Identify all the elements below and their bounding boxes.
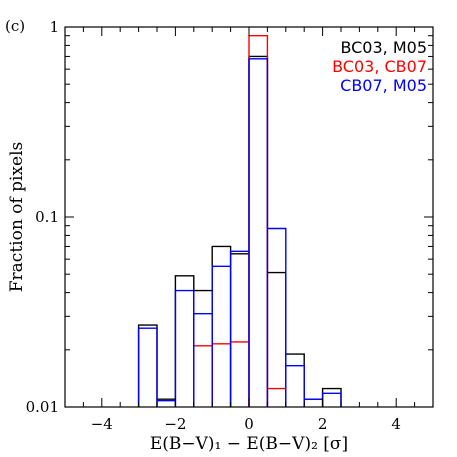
- x-tick-label: −2: [164, 415, 186, 433]
- series-line-1: [193, 34, 287, 407]
- x-tick-label: 0: [244, 415, 254, 433]
- x-tick-label: −4: [91, 415, 113, 433]
- legend-entry-0: BC03, M05: [340, 38, 427, 57]
- x-tick-label: 2: [318, 415, 328, 433]
- y-tick-label: 1: [49, 18, 59, 36]
- series-line-0: [137, 55, 342, 407]
- y-axis-label: Fraction of pixels: [7, 142, 27, 293]
- panel-label: (c): [5, 17, 25, 35]
- y-tick-label: 0.1: [35, 208, 59, 226]
- plot-frame: [64, 26, 434, 408]
- series-line-2: [137, 58, 342, 407]
- ticks-layer: −4 −2 0 2 4 1 0.1 0.01: [26, 18, 434, 433]
- y-tick-label: 0.01: [26, 398, 59, 416]
- legend-entry-2: CB07, M05: [340, 76, 427, 95]
- legend-entry-1: BC03, CB07: [332, 57, 427, 76]
- series-layer: [137, 34, 342, 407]
- x-tick-label: 4: [391, 415, 401, 433]
- x-axis-label: E(B−V)₁ − E(B−V)₂ [σ]: [150, 434, 348, 454]
